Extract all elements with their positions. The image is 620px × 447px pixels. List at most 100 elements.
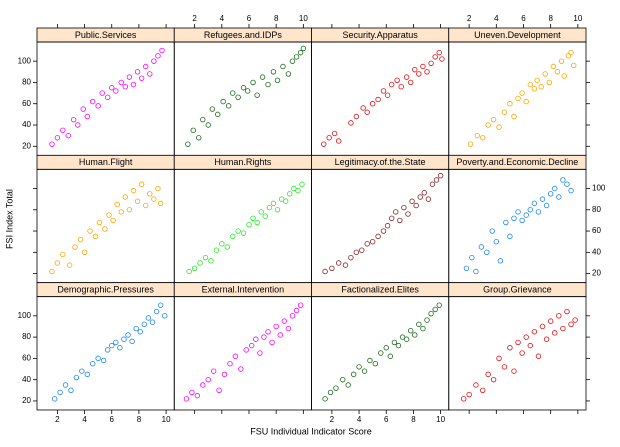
point (66, 262, 73, 268)
x-tick-label: 2 (55, 415, 60, 424)
point (397, 217, 403, 224)
x-tick-label: 6 (521, 14, 526, 23)
point (473, 268, 479, 275)
point (403, 74, 410, 80)
point (265, 81, 271, 88)
point (121, 336, 127, 342)
y-tick-label: 60 (22, 99, 31, 108)
point (229, 90, 236, 96)
point (523, 334, 529, 340)
point (62, 382, 69, 388)
point (90, 361, 96, 367)
x-axis-label: FSU Individual Indicator Score (250, 426, 372, 436)
point (155, 185, 161, 192)
point (277, 332, 283, 338)
point (110, 217, 116, 224)
point (274, 207, 281, 213)
point (361, 368, 368, 374)
point (420, 63, 426, 70)
point (291, 185, 297, 192)
point (531, 86, 538, 92)
point (130, 187, 137, 194)
point (229, 233, 236, 240)
point (356, 364, 362, 370)
point (412, 66, 418, 73)
point (51, 396, 58, 402)
point (297, 49, 304, 56)
point (149, 319, 156, 325)
point (322, 268, 328, 275)
point (243, 347, 249, 353)
point (280, 63, 286, 70)
point (57, 389, 63, 396)
x-tick-label: 4 (82, 415, 87, 424)
point (398, 83, 404, 90)
point (353, 113, 360, 120)
point (403, 336, 410, 342)
x-tick-label: 2 (192, 14, 197, 23)
point (216, 387, 222, 394)
point (209, 106, 215, 112)
point (511, 113, 517, 120)
point (240, 85, 247, 91)
point (130, 81, 137, 88)
point (480, 135, 486, 141)
y-axis-label: FSI Index Total (4, 189, 14, 249)
point (250, 215, 256, 221)
point (340, 376, 346, 383)
point (138, 181, 145, 187)
x-tick-label: 4 (357, 415, 362, 424)
point (467, 141, 474, 147)
point (473, 382, 479, 388)
point (297, 302, 304, 308)
point (353, 249, 360, 256)
point (285, 71, 292, 77)
point (238, 366, 244, 372)
point (300, 45, 307, 52)
point (185, 141, 191, 147)
point (282, 198, 289, 204)
x-tick-label: 10 (573, 14, 582, 23)
x-tick-label: 4 (220, 14, 225, 23)
point (401, 204, 407, 211)
point (359, 247, 365, 253)
point (133, 325, 139, 332)
point (384, 92, 391, 98)
strip-title: Uneven.Development (474, 30, 561, 40)
point (572, 317, 578, 323)
point (515, 209, 521, 215)
point (496, 124, 502, 130)
point (501, 364, 508, 370)
point (141, 321, 148, 328)
point (84, 113, 90, 120)
point (254, 92, 260, 98)
y-tick-label: 100 (18, 311, 32, 320)
point (539, 196, 546, 202)
point (134, 69, 141, 75)
point (474, 132, 480, 139)
x-tick-label: 6 (247, 14, 252, 23)
point (542, 71, 548, 77)
point (274, 77, 281, 84)
point (485, 122, 491, 128)
x-tick-label: 8 (137, 415, 142, 424)
point (151, 58, 157, 64)
point (109, 85, 115, 91)
point (565, 53, 572, 59)
point (113, 339, 119, 346)
point (273, 323, 279, 330)
point (428, 60, 434, 66)
panel (448, 296, 587, 411)
point (507, 101, 513, 107)
point (515, 95, 521, 102)
point (527, 207, 533, 213)
point (333, 385, 339, 391)
y-tick-label: 20 (22, 396, 31, 405)
point (560, 177, 566, 183)
point (249, 342, 255, 349)
point (469, 254, 475, 261)
point (478, 244, 485, 250)
point (137, 329, 143, 335)
point (299, 181, 305, 187)
